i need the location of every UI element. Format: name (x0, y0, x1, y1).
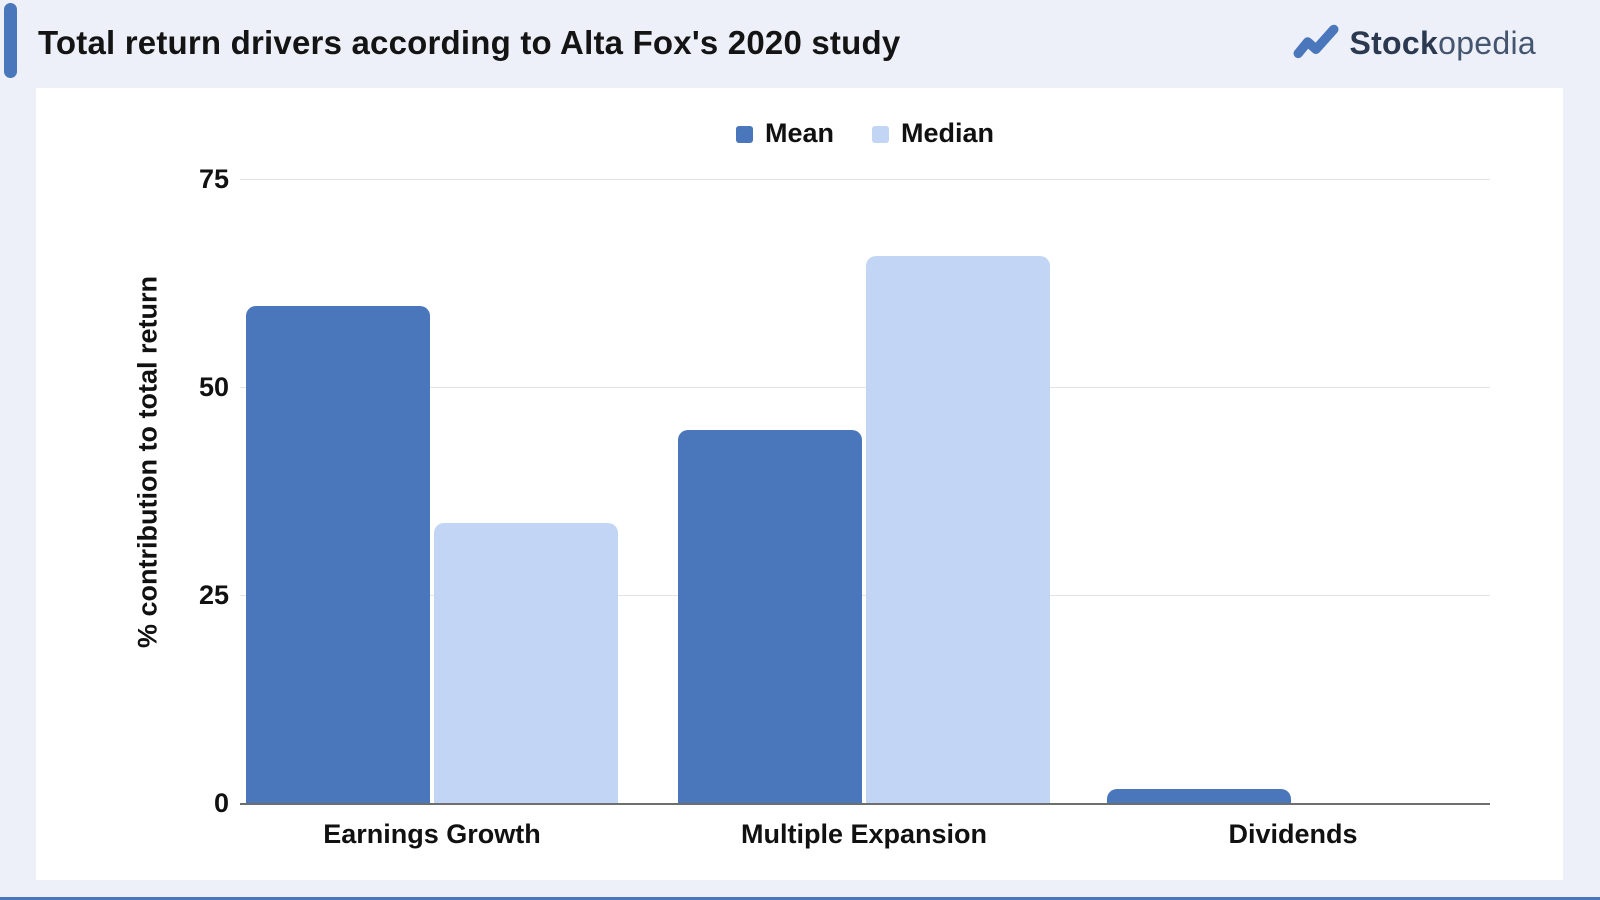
legend-swatch-mean (735, 126, 753, 143)
gridline-25 (240, 595, 1490, 596)
brand-name-light: opedia (1438, 24, 1536, 61)
gridline-75 (240, 179, 1490, 180)
x-category-label: Multiple Expansion (740, 819, 988, 849)
y-tick-25: 25 (198, 580, 229, 610)
bar-median-0 (434, 522, 618, 803)
x-category-label: Dividends (1228, 819, 1358, 849)
x-axis-line (240, 803, 1490, 805)
legend-item-mean: Mean (735, 118, 834, 149)
legend-label: Median (901, 118, 995, 148)
y-tick-0: 0 (213, 788, 229, 818)
stockopedia-logo: Stockopedia (1293, 24, 1536, 62)
title-accent-bar (4, 3, 17, 78)
brand-name: Stockopedia (1349, 25, 1536, 62)
chart-card: Mean Median % contribution to total retur… (36, 88, 1563, 880)
y-tick-75: 75 (198, 164, 229, 194)
legend-swatch-median (872, 126, 889, 143)
gridline-50 (240, 387, 1490, 388)
x-category-label: Earnings Growth (323, 819, 541, 849)
bar-mean-0 (246, 306, 430, 803)
legend-label: Mean (764, 118, 834, 148)
brand-name-bold: Stock (1349, 24, 1439, 61)
trend-zigzag-icon (1293, 24, 1339, 59)
header: Total return drivers according to Alta F… (0, 0, 1600, 88)
y-tick-50: 50 (198, 372, 229, 402)
chart-legend: Mean Median (240, 118, 1490, 149)
bar-mean-1 (678, 430, 862, 803)
bottom-accent-line (0, 897, 1600, 900)
page-title: Total return drivers according to Alta F… (38, 24, 901, 61)
legend-item-median: Median (872, 118, 994, 149)
bar-mean-2 (1107, 788, 1291, 803)
bar-median-1 (866, 256, 1050, 803)
